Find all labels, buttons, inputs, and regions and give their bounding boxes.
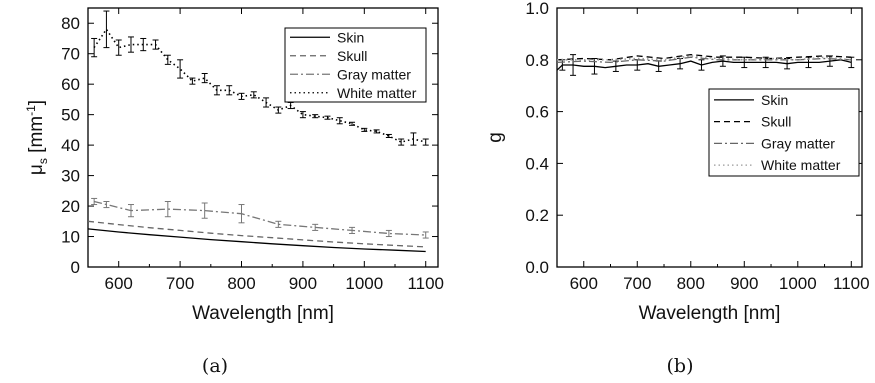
legend-item-gray-matter: Gray matter <box>337 66 411 82</box>
x-tick-label: 1000 <box>779 274 817 293</box>
y-tick-label: 0.4 <box>525 154 549 173</box>
legend-item-skull: Skull <box>337 48 367 64</box>
panel-caption-b: (b) <box>667 355 694 377</box>
x-axis-label: Wavelength [nm] <box>192 303 334 324</box>
x-tick-label: 1100 <box>407 274 444 293</box>
x-tick-label: 900 <box>289 274 317 293</box>
y-tick-label: 30 <box>61 167 80 186</box>
legend-item-skull: Skull <box>761 114 791 130</box>
y-tick-label: 50 <box>61 106 80 125</box>
y-tick-label: 20 <box>61 197 80 216</box>
legend-item-white-matter: White matter <box>761 157 841 173</box>
y-axis-label: μs [mm-1] <box>24 100 50 175</box>
legend-item-skin: Skin <box>761 92 788 108</box>
plot-frame-b <box>556 7 863 268</box>
y-label-sup: -1 <box>24 105 38 116</box>
y-label-unit: [mm <box>26 116 47 158</box>
series-line-skull <box>87 220 426 248</box>
series-line-gray-matter <box>93 200 426 236</box>
series-line-white-matter <box>93 27 426 143</box>
chart-panel-b: 600 700 800 900 1000 1100 0.0 0.2 0.4 0.6 0.8 1.0 Wa… <box>485 0 870 377</box>
series-line-gray-matter <box>556 56 852 64</box>
legend-box <box>708 88 860 177</box>
x-tick-label: 600 <box>105 274 133 293</box>
x-axis-label: Wavelength [nm] <box>639 303 781 324</box>
y-tick-label: 0 <box>71 258 80 277</box>
y-tick-label: 0.8 <box>525 51 549 70</box>
x-tick-label: 700 <box>166 274 194 293</box>
legend-item-gray-matter: Gray matter <box>761 135 835 151</box>
x-tick-label: 800 <box>227 274 255 293</box>
y-tick-label: 1.0 <box>525 0 549 18</box>
y-tick-label: 0.0 <box>525 258 549 277</box>
x-tick-label: 1100 <box>833 274 870 293</box>
x-tick-label: 600 <box>570 274 598 293</box>
y-tick-label: 0.2 <box>525 206 549 225</box>
y-label-close: ] <box>26 100 47 105</box>
y-label-mu: μ <box>26 164 47 175</box>
y-axis-label: g <box>485 132 506 143</box>
y-tick-label: 80 <box>61 14 80 33</box>
y-tick-label: 70 <box>61 45 80 64</box>
series-line-skin <box>87 228 426 253</box>
chart-panel-a: 600 700 800 900 1000 1100 0 10 20 30 40 50 60 70 80 Wav… <box>24 7 444 377</box>
y-tick-label: 60 <box>61 75 80 94</box>
x-tick-label: 800 <box>677 274 705 293</box>
legend-box <box>284 27 427 103</box>
y-tick-label: 0.6 <box>525 103 549 122</box>
x-tick-label: 1000 <box>345 274 383 293</box>
x-tick-label: 700 <box>623 274 651 293</box>
y-label-sub: s <box>36 158 50 164</box>
x-tick-label: 900 <box>730 274 758 293</box>
plot-frame-a <box>87 7 439 268</box>
legend-item-white-matter: White matter <box>337 85 417 101</box>
y-tick-label: 40 <box>61 136 80 155</box>
y-tick-label: 10 <box>61 228 80 247</box>
panel-caption-a: (a) <box>202 355 228 377</box>
legend-item-skin: Skin <box>337 29 364 45</box>
